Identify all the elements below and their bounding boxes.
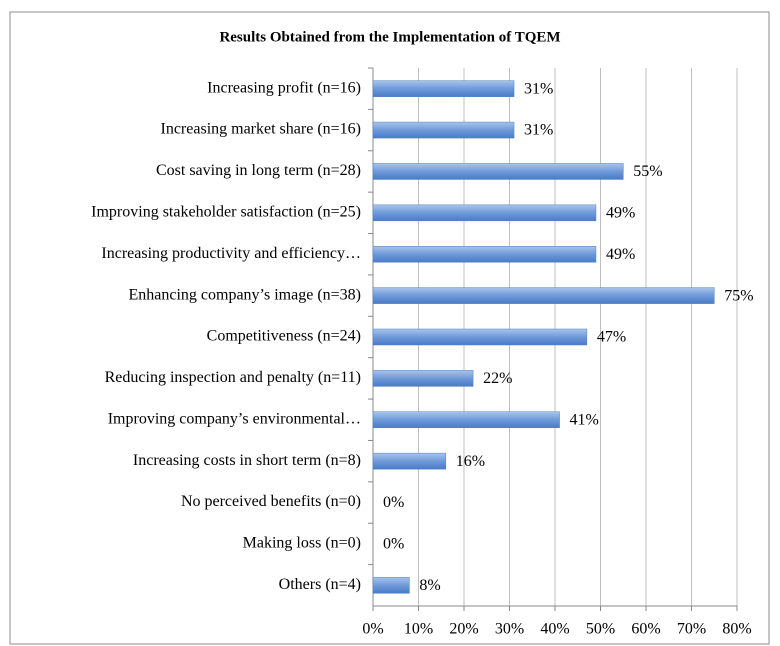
x-tick-label: 50% xyxy=(586,621,615,638)
y-tick-label: Increasing market share (n=16) xyxy=(161,121,362,138)
data-label: 41% xyxy=(570,411,599,428)
bar xyxy=(372,328,588,346)
bar xyxy=(372,204,597,222)
bar xyxy=(372,577,410,594)
y-tick-label: Competitiveness (n=24) xyxy=(207,328,361,345)
data-label: 55% xyxy=(633,163,662,180)
x-tick-label: 40% xyxy=(540,621,569,638)
bar xyxy=(372,370,474,387)
data-label: 31% xyxy=(524,80,553,97)
y-tick-label: Improving stakeholder satisfaction (n=25… xyxy=(91,204,361,221)
chart-border xyxy=(9,11,770,645)
y-tick-label: Cost saving in long term (n=28) xyxy=(156,162,361,179)
y-tick-label: Making loss (n=0) xyxy=(243,535,361,552)
bar xyxy=(372,121,515,139)
bar xyxy=(372,287,715,304)
y-tick-label: No perceived benefits (n=0) xyxy=(181,493,361,510)
chart-title: Results Obtained from the Implementation… xyxy=(219,29,560,45)
bar xyxy=(372,245,597,263)
data-label: 22% xyxy=(483,370,512,387)
y-tick-label: Increasing profit (n=16) xyxy=(207,79,361,96)
data-label: 49% xyxy=(606,246,635,263)
y-tick-label: Others (n=4) xyxy=(279,576,361,593)
data-label: 75% xyxy=(724,287,753,304)
data-label: 47% xyxy=(597,329,626,346)
bar xyxy=(372,452,447,470)
bar xyxy=(372,80,515,97)
y-tick-label: Increasing costs in short term (n=8) xyxy=(133,452,361,469)
y-tick-label: Increasing productivity and efficiency… xyxy=(101,245,361,262)
data-label: 49% xyxy=(606,205,635,222)
x-tick-label: 70% xyxy=(677,621,706,638)
y-tick-label: Enhancing company’s image (n=38) xyxy=(128,286,361,303)
data-label: 0% xyxy=(383,536,404,553)
x-tick-label: 60% xyxy=(631,621,660,638)
y-tick-label: Improving company’s environmental… xyxy=(108,410,361,427)
bar xyxy=(372,163,624,180)
x-tick-label: 10% xyxy=(404,621,433,638)
x-tick-label: 0% xyxy=(362,621,383,638)
y-tick-label: Reducing inspection and penalty (n=11) xyxy=(105,369,361,386)
x-tick-label: 80% xyxy=(722,621,751,638)
data-label: 8% xyxy=(419,577,440,594)
bar xyxy=(372,411,560,429)
x-tick-label: 20% xyxy=(449,621,478,638)
data-label: 16% xyxy=(456,453,485,470)
data-label: 0% xyxy=(383,494,404,511)
data-label: 31% xyxy=(524,122,553,139)
x-tick-label: 30% xyxy=(495,621,524,638)
